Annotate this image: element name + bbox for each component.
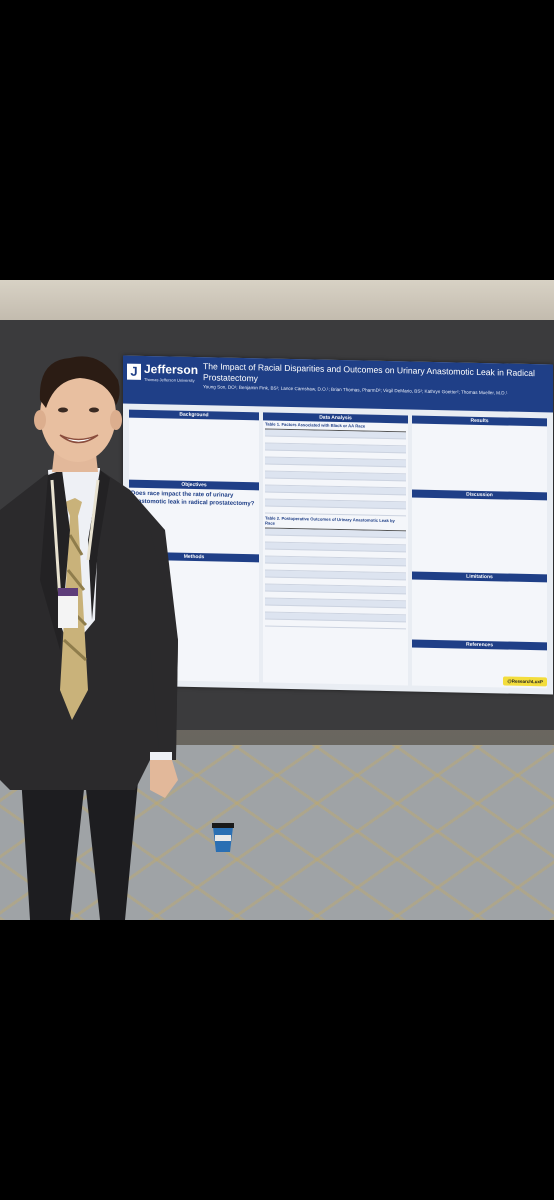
section-references: References [412, 639, 547, 651]
table1 [265, 428, 406, 517]
photo: J Jefferson Thomas Jefferson University … [0, 280, 554, 920]
research-badge: @ResearchLuxP [503, 676, 547, 687]
middle-column: Data Analysis Table 1. Factors Associate… [263, 412, 408, 686]
man-in-suit [0, 356, 178, 920]
table2 [265, 527, 406, 630]
limitations-text [412, 580, 547, 643]
discussion-text [412, 498, 547, 575]
right-column: Results Discussion Limitations Reference… [412, 415, 547, 689]
coffee-cup-icon [212, 823, 234, 852]
results-text [412, 424, 547, 493]
